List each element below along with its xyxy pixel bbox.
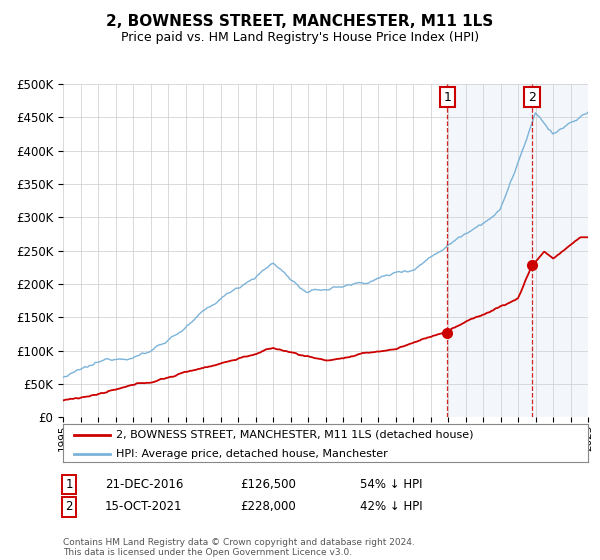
Text: 2, BOWNESS STREET, MANCHESTER, M11 1LS (detached house): 2, BOWNESS STREET, MANCHESTER, M11 1LS (… xyxy=(115,430,473,440)
Text: 21-DEC-2016: 21-DEC-2016 xyxy=(105,478,184,491)
Text: 1: 1 xyxy=(65,478,73,491)
Text: 42% ↓ HPI: 42% ↓ HPI xyxy=(360,500,422,514)
Text: HPI: Average price, detached house, Manchester: HPI: Average price, detached house, Manc… xyxy=(115,449,387,459)
Text: 15-OCT-2021: 15-OCT-2021 xyxy=(105,500,182,514)
Text: 2: 2 xyxy=(528,91,536,104)
Text: 2: 2 xyxy=(65,500,73,514)
Text: 54% ↓ HPI: 54% ↓ HPI xyxy=(360,478,422,491)
Bar xyxy=(448,84,588,417)
Text: Contains HM Land Registry data © Crown copyright and database right 2024.
This d: Contains HM Land Registry data © Crown c… xyxy=(63,538,415,557)
Text: 2, BOWNESS STREET, MANCHESTER, M11 1LS: 2, BOWNESS STREET, MANCHESTER, M11 1LS xyxy=(106,14,494,29)
Text: 1: 1 xyxy=(443,91,451,104)
Text: £228,000: £228,000 xyxy=(240,500,296,514)
Text: £126,500: £126,500 xyxy=(240,478,296,491)
Text: Price paid vs. HM Land Registry's House Price Index (HPI): Price paid vs. HM Land Registry's House … xyxy=(121,31,479,44)
